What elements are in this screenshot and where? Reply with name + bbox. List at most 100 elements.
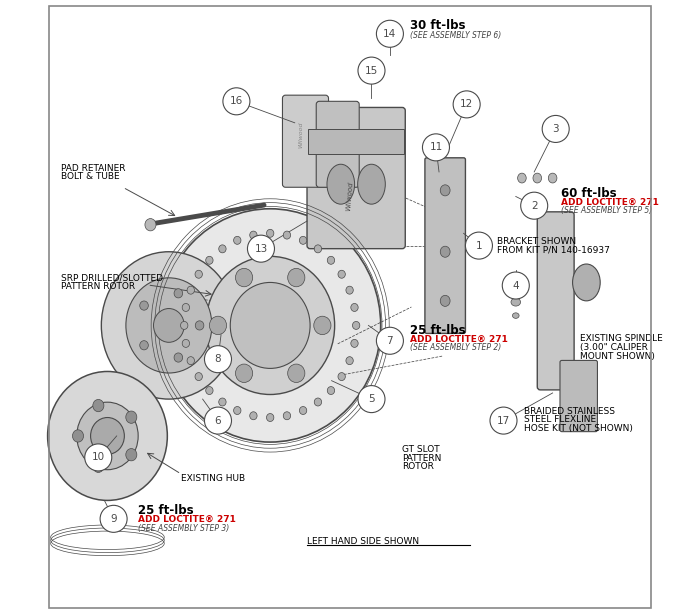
Ellipse shape (234, 236, 241, 244)
Text: 1: 1 (475, 241, 482, 251)
Text: LEFT HAND SIDE SHOWN: LEFT HAND SIDE SHOWN (307, 537, 419, 546)
Text: BRACKET SHOWN: BRACKET SHOWN (498, 237, 577, 246)
Ellipse shape (267, 230, 274, 238)
Bar (308, 129, 404, 154)
Ellipse shape (48, 371, 167, 500)
Ellipse shape (160, 209, 381, 442)
Text: 4: 4 (512, 281, 519, 290)
Ellipse shape (512, 313, 519, 318)
Circle shape (358, 386, 385, 413)
Ellipse shape (181, 322, 188, 330)
Text: SRP DRILLED/SLOTTED: SRP DRILLED/SLOTTED (62, 273, 163, 282)
Ellipse shape (509, 283, 522, 294)
FancyBboxPatch shape (316, 101, 359, 187)
Ellipse shape (73, 430, 83, 442)
Circle shape (521, 192, 547, 219)
Ellipse shape (511, 298, 521, 306)
Text: (SEE ASSEMBLY STEP 6): (SEE ASSEMBLY STEP 6) (410, 31, 500, 40)
Text: Wilwood: Wilwood (298, 122, 303, 149)
Ellipse shape (267, 414, 274, 422)
Text: 15: 15 (365, 66, 378, 76)
Ellipse shape (140, 301, 148, 310)
Ellipse shape (182, 303, 190, 311)
Text: PATTERN ROTOR: PATTERN ROTOR (62, 282, 136, 290)
Ellipse shape (346, 357, 354, 365)
Text: 3: 3 (552, 124, 559, 134)
FancyBboxPatch shape (283, 95, 328, 187)
FancyBboxPatch shape (538, 212, 574, 390)
Text: 2: 2 (531, 201, 538, 211)
Ellipse shape (338, 270, 345, 278)
Ellipse shape (209, 316, 227, 335)
Ellipse shape (328, 256, 335, 264)
Ellipse shape (358, 165, 385, 204)
Text: PATTERN: PATTERN (402, 454, 442, 462)
Ellipse shape (174, 353, 183, 362)
Ellipse shape (327, 165, 355, 204)
Ellipse shape (126, 411, 136, 423)
Text: 17: 17 (497, 416, 510, 426)
Text: ADD LOCTITE® 271: ADD LOCTITE® 271 (410, 335, 508, 343)
Ellipse shape (353, 322, 360, 330)
Text: 60 ft-lbs: 60 ft-lbs (561, 187, 616, 200)
Ellipse shape (250, 231, 257, 239)
Ellipse shape (284, 412, 290, 420)
Text: 16: 16 (230, 96, 243, 106)
Text: ADD LOCTITE® 271: ADD LOCTITE® 271 (561, 198, 659, 206)
Circle shape (503, 272, 529, 299)
Text: BOLT & TUBE: BOLT & TUBE (62, 173, 120, 181)
Text: ADD LOCTITE® 271: ADD LOCTITE® 271 (138, 515, 236, 524)
Ellipse shape (195, 321, 204, 330)
Circle shape (85, 444, 112, 471)
Ellipse shape (102, 252, 237, 399)
Ellipse shape (206, 256, 213, 264)
Ellipse shape (346, 286, 354, 294)
Ellipse shape (517, 173, 526, 183)
Ellipse shape (218, 398, 226, 406)
Ellipse shape (234, 406, 241, 414)
Text: (3.00" CALIPER: (3.00" CALIPER (580, 343, 648, 352)
Text: PAD RETAINER: PAD RETAINER (62, 164, 126, 173)
Circle shape (204, 346, 232, 373)
Text: 25 ft-lbs: 25 ft-lbs (410, 324, 466, 337)
Ellipse shape (93, 460, 104, 472)
Ellipse shape (300, 236, 307, 244)
Ellipse shape (235, 268, 253, 287)
Ellipse shape (77, 402, 138, 470)
Ellipse shape (153, 309, 184, 343)
Ellipse shape (351, 340, 358, 348)
Text: 5: 5 (368, 394, 374, 404)
Circle shape (423, 134, 449, 161)
Text: 9: 9 (111, 514, 117, 524)
Ellipse shape (126, 449, 136, 461)
Ellipse shape (90, 418, 125, 454)
Ellipse shape (235, 364, 253, 383)
Text: Wilwood: Wilwood (346, 182, 354, 211)
Text: 10: 10 (92, 453, 105, 462)
Text: (SEE ASSEMBLY STEP 5): (SEE ASSEMBLY STEP 5) (561, 206, 652, 215)
Ellipse shape (93, 400, 104, 412)
Text: 14: 14 (384, 29, 396, 39)
Ellipse shape (548, 173, 557, 183)
Text: 7: 7 (386, 336, 393, 346)
Text: 12: 12 (460, 99, 473, 109)
Circle shape (377, 327, 403, 354)
FancyBboxPatch shape (560, 360, 597, 432)
Ellipse shape (328, 387, 335, 395)
Ellipse shape (440, 295, 450, 306)
Circle shape (453, 91, 480, 118)
Circle shape (248, 235, 274, 262)
Text: 25 ft-lbs: 25 ft-lbs (138, 504, 194, 518)
Text: FROM KIT P/N 140-16937: FROM KIT P/N 140-16937 (498, 246, 610, 254)
Text: 13: 13 (254, 244, 267, 254)
Circle shape (542, 115, 569, 142)
Ellipse shape (140, 341, 148, 350)
Ellipse shape (314, 316, 331, 335)
Text: (SEE ASSEMBLY STEP 3): (SEE ASSEMBLY STEP 3) (138, 524, 230, 532)
Ellipse shape (573, 264, 600, 301)
Ellipse shape (187, 286, 195, 294)
Ellipse shape (288, 268, 305, 287)
Ellipse shape (533, 173, 542, 183)
Text: STEEL FLEXLINE: STEEL FLEXLINE (524, 416, 596, 424)
Text: HOSE KIT (NOT SHOWN): HOSE KIT (NOT SHOWN) (524, 424, 633, 433)
